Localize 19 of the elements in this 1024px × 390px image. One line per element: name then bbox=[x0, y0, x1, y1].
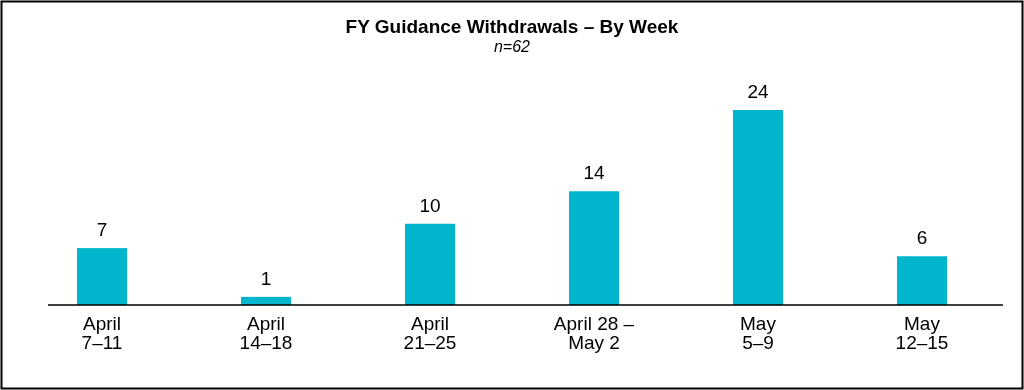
chart-title: FY Guidance Withdrawals – By Week bbox=[345, 16, 679, 37]
x-tick-label: May 12–15 bbox=[895, 313, 949, 353]
bar bbox=[568, 191, 620, 305]
data-label: 7 bbox=[96, 219, 108, 241]
data-label: 6 bbox=[916, 227, 928, 249]
x-tick-label: April 28 – May 2 bbox=[553, 313, 635, 353]
bar bbox=[732, 110, 784, 305]
bar bbox=[404, 223, 456, 305]
bar bbox=[76, 248, 128, 305]
chart-subtitle: n=62 bbox=[493, 38, 531, 55]
data-label: 10 bbox=[419, 194, 441, 216]
data-label: 14 bbox=[583, 162, 605, 184]
bar bbox=[896, 256, 948, 305]
data-label: 24 bbox=[747, 81, 769, 102]
x-tick-label: April 21–25 bbox=[403, 313, 457, 353]
x-tick-label: April 7–11 bbox=[81, 313, 123, 353]
x-tick-label: April 14–18 bbox=[239, 313, 293, 353]
data-label: 1 bbox=[260, 267, 272, 289]
x-tick-label: May 5–9 bbox=[740, 313, 777, 353]
